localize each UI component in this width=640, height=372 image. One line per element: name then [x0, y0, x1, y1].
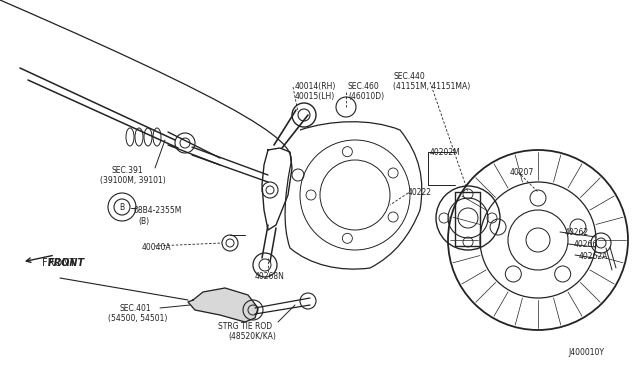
Polygon shape	[188, 288, 258, 322]
Text: FRONT: FRONT	[48, 258, 85, 268]
Text: 40015(LH): 40015(LH)	[295, 92, 335, 101]
Text: SEC.391: SEC.391	[112, 166, 143, 175]
Text: J400010Y: J400010Y	[568, 348, 604, 357]
Text: FRONT: FRONT	[42, 258, 76, 268]
Text: SEC.401: SEC.401	[120, 304, 152, 313]
Text: B: B	[120, 202, 125, 212]
Text: 40268N: 40268N	[255, 272, 285, 281]
Text: (B): (B)	[138, 217, 149, 226]
Text: SEC.460: SEC.460	[348, 82, 380, 91]
Text: 08B4-2355M: 08B4-2355M	[133, 206, 181, 215]
Text: SEC.440: SEC.440	[393, 72, 425, 81]
Text: 40262A: 40262A	[579, 252, 609, 261]
Text: (46010D): (46010D)	[348, 92, 384, 101]
Text: 40266: 40266	[574, 240, 598, 249]
Text: 40014(RH): 40014(RH)	[295, 82, 337, 91]
Text: 40262: 40262	[565, 228, 589, 237]
Text: 40202M: 40202M	[430, 148, 461, 157]
Text: (54500, 54501): (54500, 54501)	[108, 314, 168, 323]
Text: (48520K/KA): (48520K/KA)	[228, 332, 276, 341]
Text: STRG TIE ROD: STRG TIE ROD	[218, 322, 272, 331]
Text: (41151M, 41151MA): (41151M, 41151MA)	[393, 82, 470, 91]
Text: 40207: 40207	[510, 168, 534, 177]
Text: (39100M, 39101): (39100M, 39101)	[100, 176, 166, 185]
Text: 40040A: 40040A	[142, 243, 172, 252]
Text: 40222: 40222	[408, 188, 432, 197]
